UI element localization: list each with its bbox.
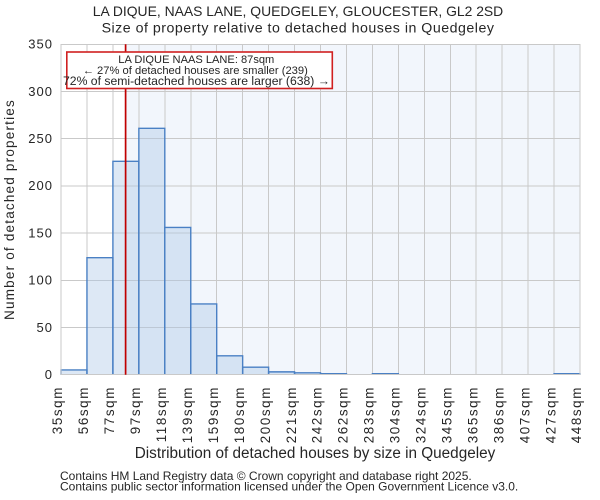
svg-text:386sqm: 386sqm — [491, 386, 506, 443]
svg-text:304sqm: 304sqm — [388, 386, 403, 443]
svg-text:35sqm: 35sqm — [50, 386, 65, 434]
svg-text:242sqm: 242sqm — [310, 386, 325, 443]
svg-text:345sqm: 345sqm — [439, 386, 454, 443]
svg-text:97sqm: 97sqm — [128, 386, 143, 434]
svg-text:← 27% of detached houses are s: ← 27% of detached houses are smaller (23… — [83, 65, 308, 77]
svg-text:365sqm: 365sqm — [465, 386, 480, 443]
svg-text:Contains HM Land Registry data: Contains HM Land Registry data © Crown c… — [60, 469, 472, 483]
svg-text:350: 350 — [28, 37, 53, 52]
svg-text:262sqm: 262sqm — [336, 386, 351, 443]
svg-text:Distribution of detached house: Distribution of detached houses by size … — [135, 445, 496, 462]
svg-text:LA DIQUE, NAAS LANE, QUEDGELEY: LA DIQUE, NAAS LANE, QUEDGELEY, GLOUCEST… — [93, 3, 503, 19]
svg-text:Contains public sector informa: Contains public sector information licen… — [60, 480, 518, 494]
svg-text:0: 0 — [45, 367, 53, 382]
svg-text:118sqm: 118sqm — [154, 386, 169, 442]
svg-text:200sqm: 200sqm — [258, 386, 273, 443]
svg-text:407sqm: 407sqm — [517, 386, 532, 443]
svg-text:50: 50 — [37, 320, 53, 335]
svg-text:Number of detached properties: Number of detached properties — [2, 99, 17, 320]
svg-text:427sqm: 427sqm — [543, 386, 558, 443]
svg-text:221sqm: 221sqm — [284, 386, 299, 443]
svg-text:139sqm: 139sqm — [180, 386, 195, 443]
svg-text:77sqm: 77sqm — [102, 386, 117, 434]
svg-text:159sqm: 159sqm — [206, 386, 221, 443]
svg-text:200: 200 — [28, 178, 53, 193]
svg-text:250: 250 — [28, 131, 53, 146]
svg-text:448sqm: 448sqm — [569, 386, 584, 443]
svg-text:72% of semi-detached houses ar: 72% of semi-detached houses are larger (… — [63, 74, 330, 88]
svg-text:56sqm: 56sqm — [76, 386, 91, 434]
svg-text:LA DIQUE NAAS LANE: 87sqm: LA DIQUE NAAS LANE: 87sqm — [118, 54, 274, 66]
svg-text:100: 100 — [28, 273, 53, 288]
svg-text:324sqm: 324sqm — [414, 386, 429, 443]
svg-text:300: 300 — [28, 84, 53, 99]
svg-text:283sqm: 283sqm — [362, 386, 377, 443]
svg-text:150: 150 — [28, 225, 53, 240]
svg-text:180sqm: 180sqm — [232, 386, 247, 443]
svg-text:Size of property relative to d: Size of property relative to detached ho… — [102, 20, 495, 36]
